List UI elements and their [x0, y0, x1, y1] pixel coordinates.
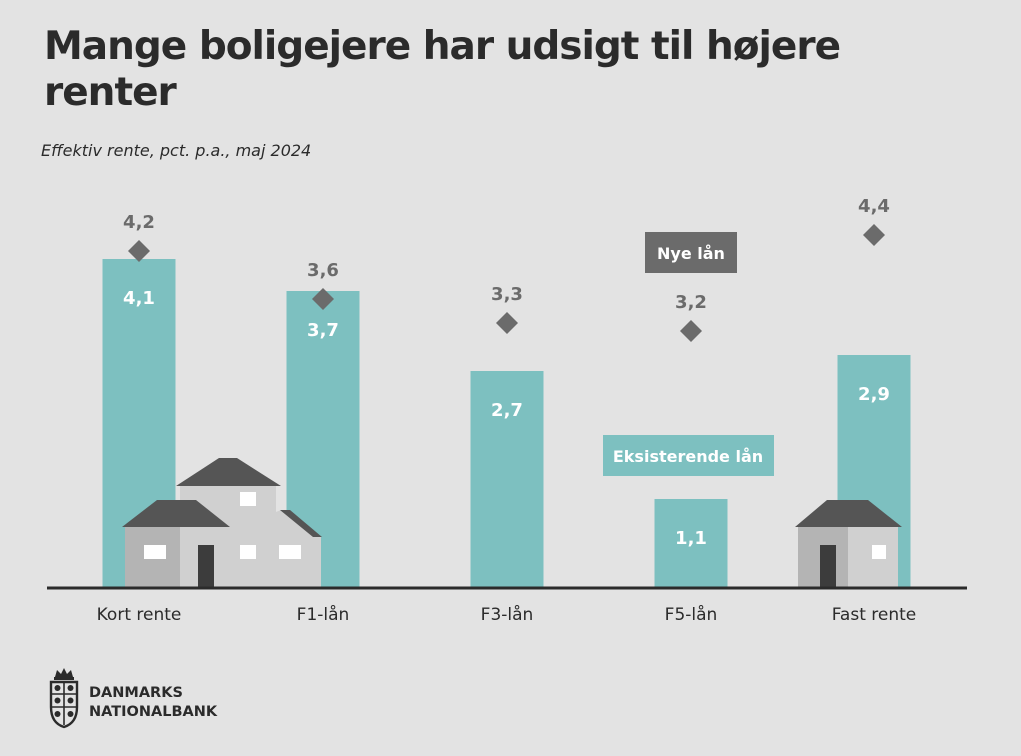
legend-label-new-loans: Nye lån: [657, 244, 725, 263]
legend-label-existing-loans: Eksisterende lån: [613, 447, 763, 466]
house-back-wing-window-a: [240, 545, 256, 559]
house-right-icon-door: [820, 545, 836, 587]
chart-subtitle: Effektiv rente, pct. p.a., maj 2024: [41, 141, 312, 160]
house-front-left-icon-window-0: [144, 545, 166, 559]
house-back-wing-window-b: [279, 545, 301, 559]
houses-layer: [122, 458, 902, 587]
category-label-3: F5-lån: [665, 604, 718, 625]
marker-value-label-0: 4,2: [123, 212, 155, 233]
bar-value-label-0: 4,1: [123, 288, 155, 309]
house-front-left-icon-door: [198, 545, 214, 587]
house-back-icon-roof: [176, 458, 281, 486]
marker-value-label-1: 3,6: [307, 260, 339, 281]
bar-value-label-4: 2,9: [858, 384, 890, 405]
marker-value-label-2: 3,3: [491, 284, 523, 305]
legend-box-existing-loans: [603, 435, 774, 476]
marker-new-loan-2: [496, 312, 518, 334]
marker-new-loan-4: [863, 224, 885, 246]
house-right-icon: [795, 500, 902, 587]
marker-new-loan-3: [680, 320, 702, 342]
bar-value-label-3: 1,1: [675, 528, 707, 549]
category-label-4: Fast rente: [832, 605, 917, 625]
chart-title: Mange boligejere har udsigt til højere r…: [44, 24, 841, 115]
crown-logo-icon: [49, 668, 79, 729]
bar-existing-2: [470, 371, 544, 587]
legend-box-new-loans: [645, 232, 737, 273]
category-label-2: F3-lån: [481, 604, 534, 625]
bar-value-label-1: 3,7: [307, 320, 339, 341]
logo-text: DANMARKS NATIONALBANK: [89, 684, 217, 722]
house-right-icon-window-0: [872, 545, 886, 559]
house-front-left-icon-roof: [122, 500, 230, 527]
labels-layer: 4,1 3,7 2,7 1,1 2,9 4,2 3,6 3,3 3,2 4,4 Kort rente…: [97, 196, 917, 625]
house-back-icon-window-0: [240, 492, 256, 506]
category-label-0: Kort rente: [97, 605, 182, 625]
house-right-icon-roof: [795, 500, 902, 527]
house-back-wing-roof-icon: [280, 510, 322, 537]
marker-new-loan-1: [312, 288, 334, 310]
bar-existing-3: [654, 499, 728, 587]
house-front-left-icon: [122, 500, 230, 587]
marker-new-loan-0: [128, 240, 150, 262]
category-label-1: F1-lån: [297, 604, 350, 625]
marker-value-label-3: 3,2: [675, 292, 707, 313]
logo-line-1: DANMARKS: [89, 685, 183, 701]
logo-line-2: NATIONALBANK: [89, 704, 218, 720]
bar-value-label-2: 2,7: [491, 400, 523, 421]
legend-layer: Nye lån Eksisterende lån: [603, 232, 774, 476]
bars-layer: [102, 259, 911, 587]
marker-value-label-4: 4,4: [858, 196, 890, 217]
